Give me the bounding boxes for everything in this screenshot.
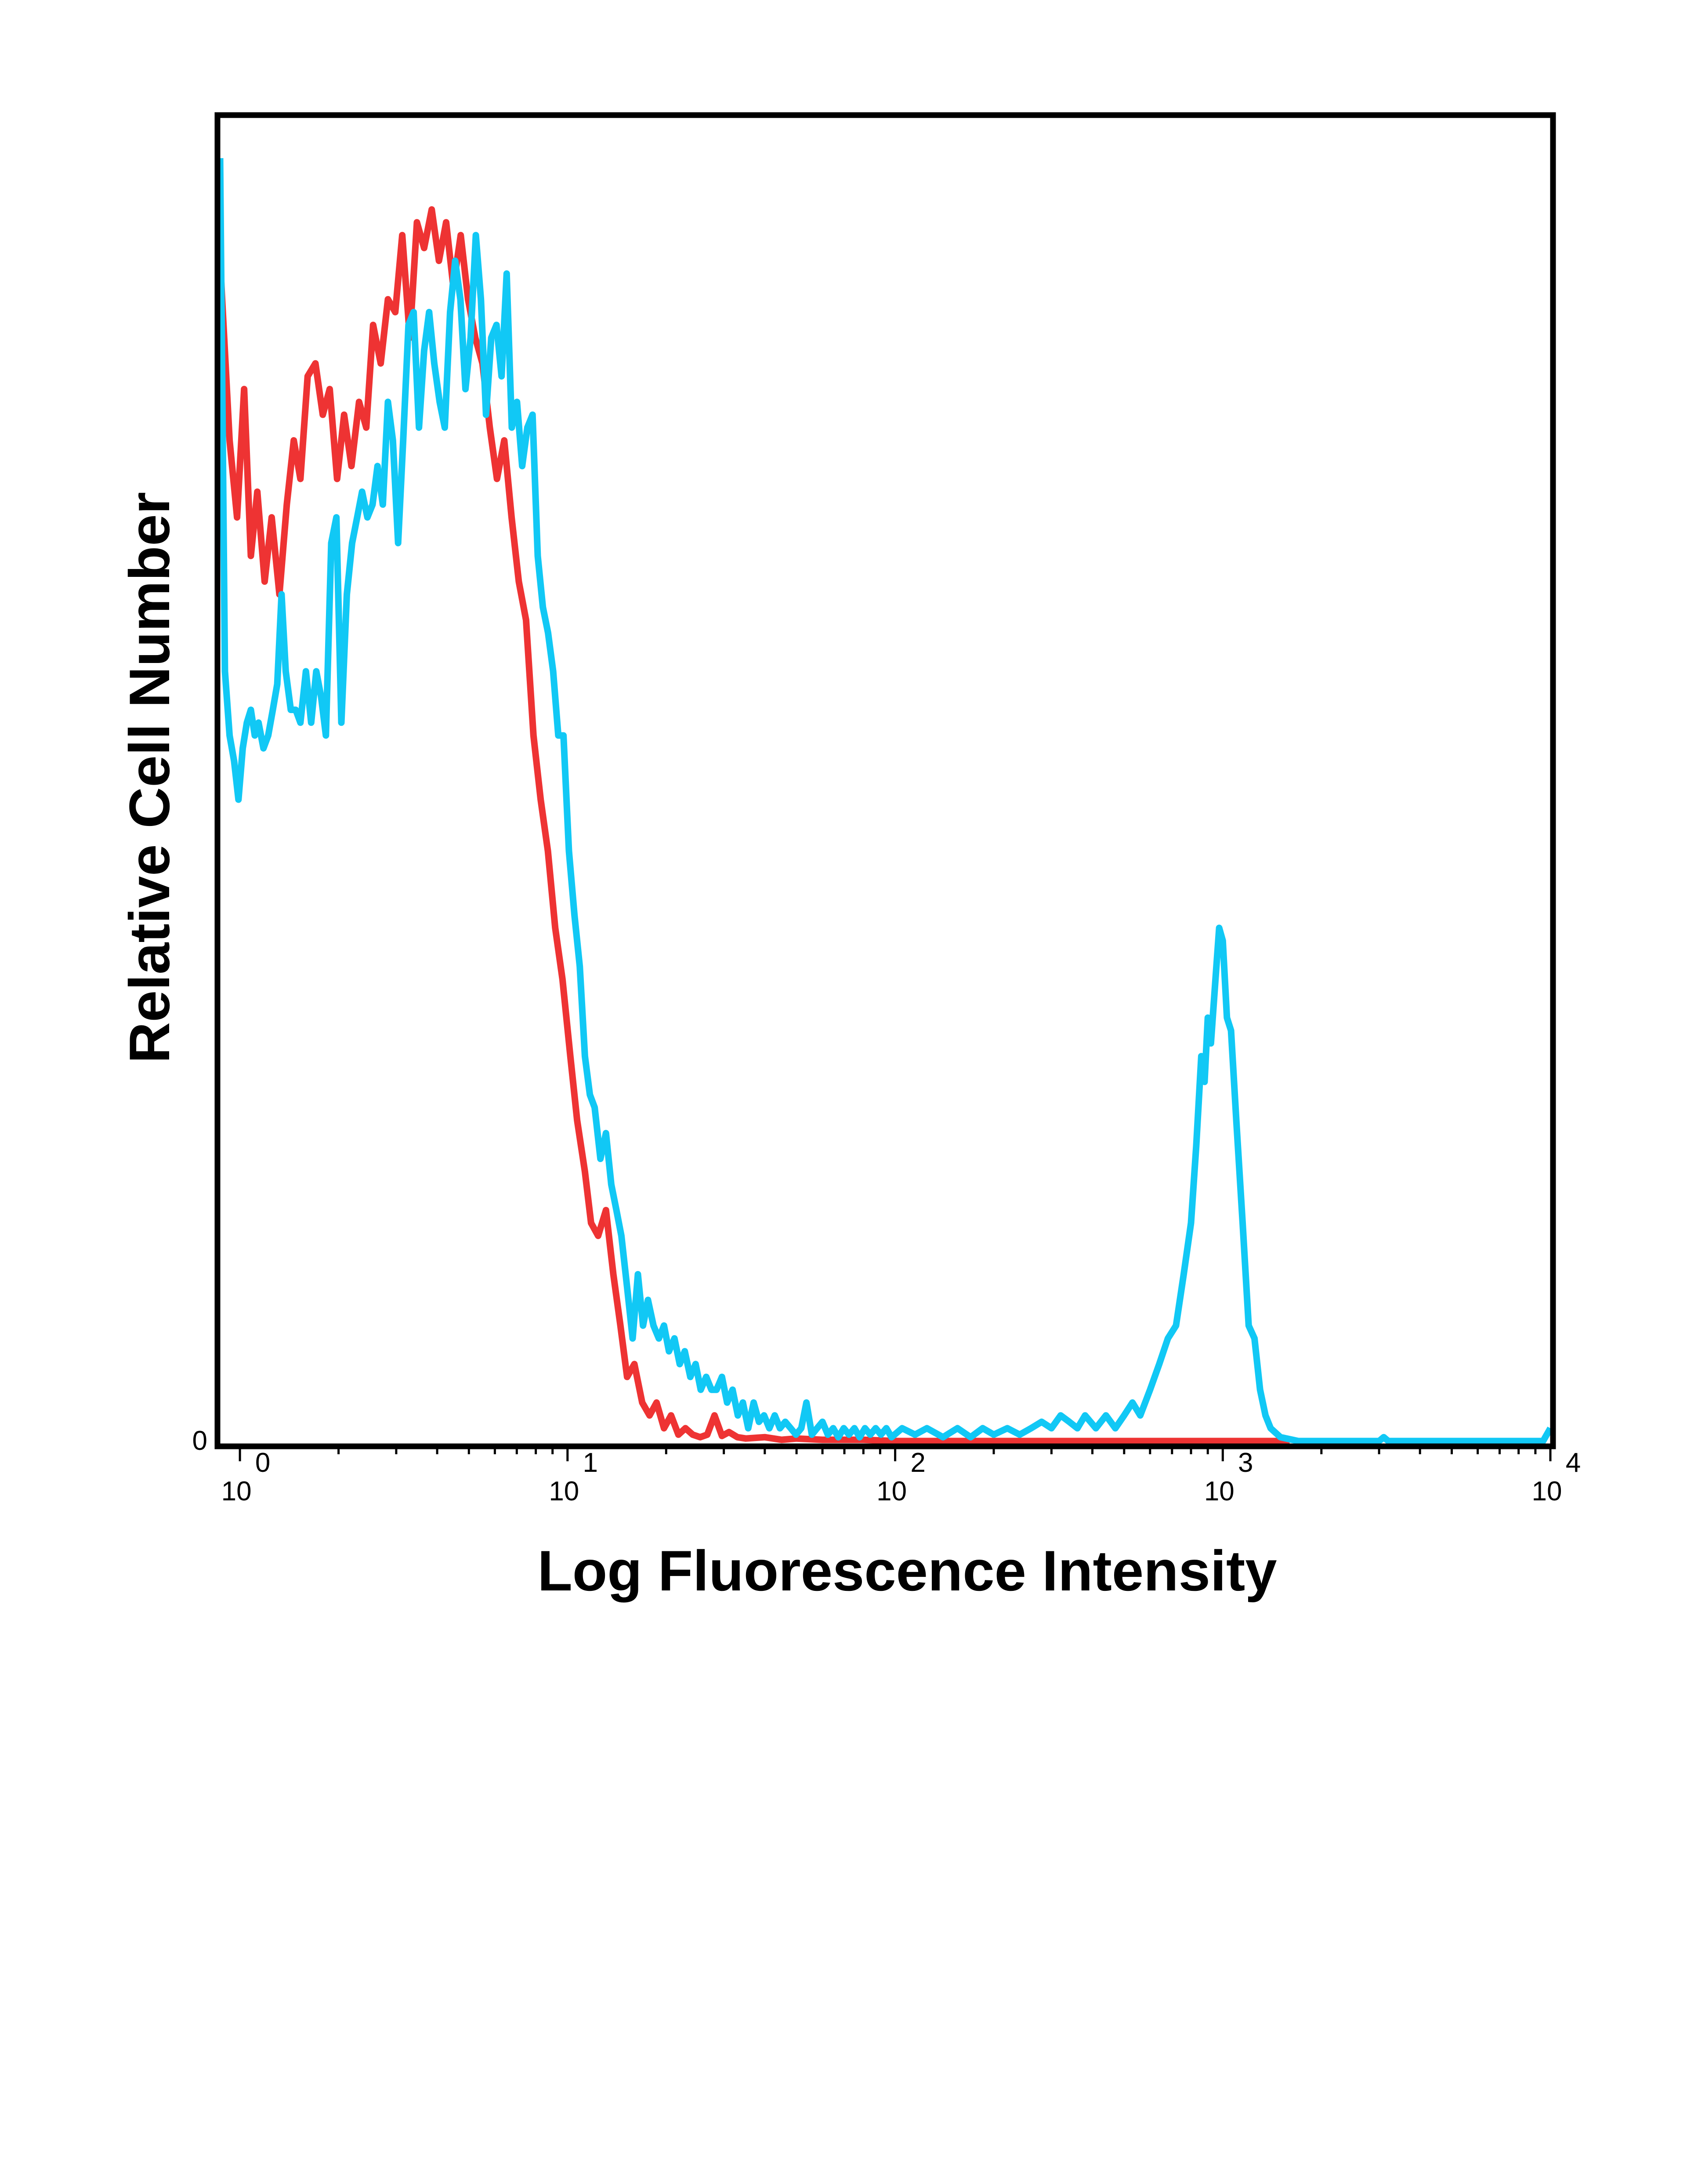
- x-tick-label: 10: [1532, 1476, 1562, 1507]
- x-tick-exponent: 3: [1238, 1448, 1253, 1478]
- plot-area-frame: [214, 112, 1556, 1449]
- histogram-series-2: [217, 158, 1553, 1445]
- x-tick-exponent: 1: [583, 1448, 598, 1478]
- x-tick-exponent: 0: [255, 1448, 270, 1478]
- series-layer: [217, 158, 1553, 1445]
- y-axis-zero-label: 0: [192, 1426, 207, 1456]
- histogram-series-1: [217, 206, 1290, 1445]
- x-tick-label: 10: [1204, 1476, 1234, 1507]
- y-axis-title: Relative Cell Number: [117, 492, 181, 1063]
- x-tick-label: 10: [876, 1476, 907, 1507]
- x-tick-label: 10: [549, 1476, 579, 1507]
- x-tick-exponent: 4: [1566, 1448, 1581, 1478]
- x-tick-exponent: 2: [910, 1448, 925, 1478]
- x-axis-title: Log Fluorescence Intensity: [537, 1539, 1277, 1603]
- x-tick-label: 10: [221, 1476, 252, 1507]
